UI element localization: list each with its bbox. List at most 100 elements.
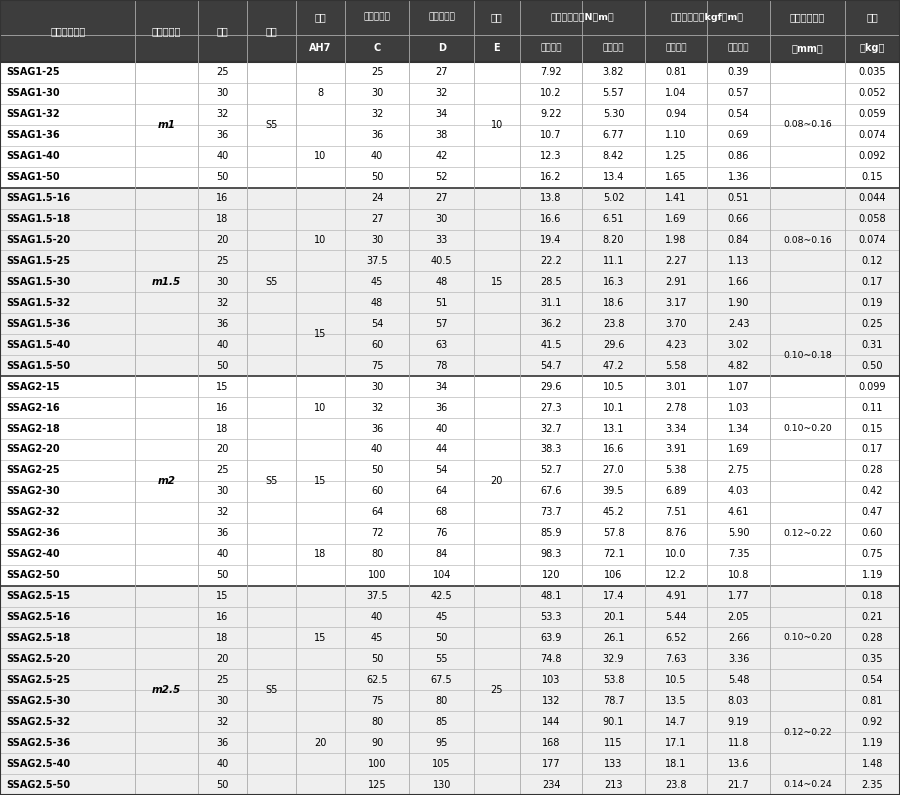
Text: 1.03: 1.03	[728, 402, 749, 413]
Text: 13.5: 13.5	[665, 696, 687, 706]
Text: バックラッシ: バックラッシ	[789, 12, 825, 22]
Text: 10: 10	[314, 402, 327, 413]
Text: 80: 80	[436, 696, 448, 706]
Bar	[0, 544, 900, 564]
Bar	[0, 0, 900, 62]
Text: 36: 36	[371, 130, 383, 140]
Text: 32: 32	[216, 717, 229, 727]
Text: 40: 40	[371, 444, 383, 455]
Text: 95: 95	[436, 738, 448, 747]
Text: 115: 115	[604, 738, 623, 747]
Text: 13.6: 13.6	[728, 758, 749, 769]
Text: 27: 27	[371, 214, 383, 224]
Text: 1.90: 1.90	[728, 298, 749, 308]
Text: SSAG1.5-32: SSAG1.5-32	[6, 298, 70, 308]
Text: SSAG2-40: SSAG2-40	[6, 549, 59, 559]
Text: S5: S5	[266, 685, 277, 696]
Text: 0.51: 0.51	[728, 193, 750, 204]
Text: D: D	[437, 43, 446, 53]
Text: 84: 84	[436, 549, 448, 559]
Bar	[0, 627, 900, 649]
Text: 30: 30	[216, 277, 229, 287]
Text: 30: 30	[216, 487, 229, 496]
Text: 15: 15	[314, 476, 327, 486]
Text: 4.61: 4.61	[728, 507, 749, 518]
Text: 32.9: 32.9	[603, 653, 625, 664]
Text: 3.02: 3.02	[728, 339, 750, 350]
Text: 0.86: 0.86	[728, 151, 749, 161]
Text: C: C	[374, 43, 381, 53]
Text: 0.84: 0.84	[728, 235, 749, 245]
Text: 17.4: 17.4	[603, 591, 625, 601]
Bar	[0, 586, 900, 607]
Text: 32: 32	[216, 298, 229, 308]
Bar	[0, 774, 900, 795]
Text: SSAG1.5-16: SSAG1.5-16	[6, 193, 70, 204]
Text: 37.5: 37.5	[366, 256, 388, 266]
Text: 4.82: 4.82	[728, 361, 750, 370]
Text: 1.65: 1.65	[665, 173, 687, 182]
Bar	[0, 334, 900, 355]
Bar	[0, 439, 900, 460]
Text: 0.074: 0.074	[859, 235, 886, 245]
Text: 90: 90	[371, 738, 383, 747]
Text: 32: 32	[371, 402, 383, 413]
Text: SSAG1-30: SSAG1-30	[6, 88, 59, 99]
Text: 36: 36	[216, 319, 229, 329]
Text: 1.69: 1.69	[728, 444, 749, 455]
Text: 25: 25	[371, 68, 383, 77]
Text: 0.12~0.22: 0.12~0.22	[783, 727, 832, 737]
Text: 9.22: 9.22	[540, 110, 562, 119]
Text: 33: 33	[436, 235, 448, 245]
Bar	[0, 732, 900, 753]
Text: 39.5: 39.5	[603, 487, 625, 496]
Bar	[0, 607, 900, 627]
Text: SSAG2-36: SSAG2-36	[6, 528, 59, 538]
Text: 5.58: 5.58	[665, 361, 687, 370]
Text: （mm）: （mm）	[791, 43, 824, 53]
Text: 3.36: 3.36	[728, 653, 749, 664]
Text: 1.69: 1.69	[665, 214, 687, 224]
Text: 0.25: 0.25	[861, 319, 883, 329]
Text: SSAG2.5-18: SSAG2.5-18	[6, 633, 70, 643]
Text: 1.04: 1.04	[665, 88, 687, 99]
Text: 68: 68	[436, 507, 448, 518]
Text: 67.5: 67.5	[431, 675, 453, 684]
Text: SSAG2-15: SSAG2-15	[6, 382, 59, 392]
Text: 62.5: 62.5	[366, 675, 388, 684]
Text: 曲げ強さ: 曲げ強さ	[540, 44, 562, 52]
Text: 5.02: 5.02	[603, 193, 625, 204]
Text: 27: 27	[436, 193, 448, 204]
Text: 8.42: 8.42	[603, 151, 625, 161]
Text: 78: 78	[436, 361, 448, 370]
Text: 15: 15	[216, 382, 229, 392]
Text: 10: 10	[491, 120, 503, 130]
Text: SSAG1-40: SSAG1-40	[6, 151, 59, 161]
Text: 74.8: 74.8	[540, 653, 562, 664]
Text: 0.14~0.24: 0.14~0.24	[783, 780, 832, 789]
Text: S5: S5	[266, 120, 277, 130]
Text: SSAG2-32: SSAG2-32	[6, 507, 59, 518]
Text: 27.3: 27.3	[540, 402, 562, 413]
Text: 0.28: 0.28	[861, 633, 883, 643]
Text: 16: 16	[216, 612, 229, 622]
Text: 105: 105	[432, 758, 451, 769]
Text: 64: 64	[436, 487, 448, 496]
Text: 6.77: 6.77	[603, 130, 625, 140]
Text: 0.059: 0.059	[859, 110, 886, 119]
Text: SSAG1-25: SSAG1-25	[6, 68, 59, 77]
Text: 3.34: 3.34	[665, 424, 687, 433]
Text: 130: 130	[433, 780, 451, 789]
Text: 2.66: 2.66	[728, 633, 750, 643]
Text: 0.50: 0.50	[861, 361, 883, 370]
Text: 40: 40	[216, 758, 229, 769]
Text: 0.15: 0.15	[861, 173, 883, 182]
Text: 20: 20	[491, 476, 503, 486]
Text: 32: 32	[436, 88, 448, 99]
Text: 18: 18	[314, 549, 327, 559]
Text: 0.10~0.18: 0.10~0.18	[783, 351, 832, 359]
Text: 2.43: 2.43	[728, 319, 750, 329]
Text: 歯面強さ: 歯面強さ	[603, 44, 625, 52]
Text: 27: 27	[436, 68, 448, 77]
Text: SSAG2-50: SSAG2-50	[6, 570, 59, 580]
